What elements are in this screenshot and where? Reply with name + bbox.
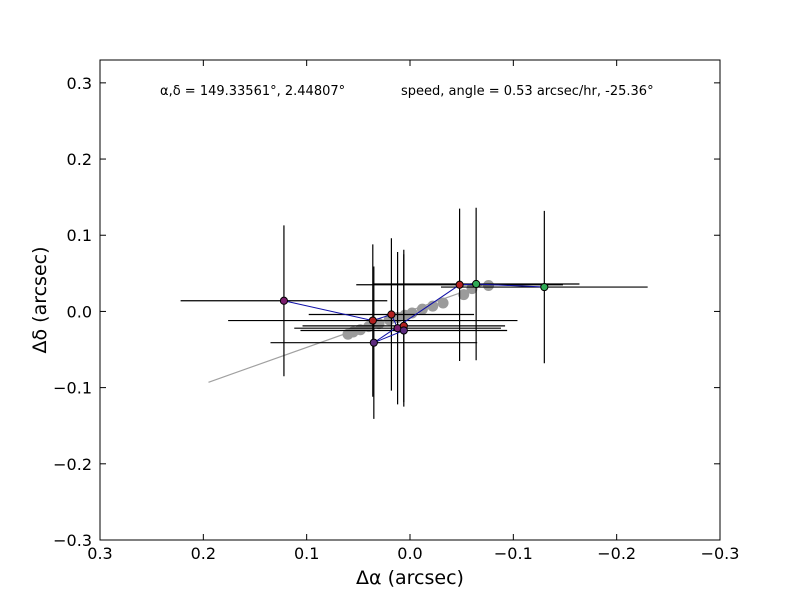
model-point [483,280,495,292]
plot-data-layer [180,207,648,419]
observation-point [472,279,481,289]
model-point [458,289,470,301]
y-tick-label: −0.2 [53,455,92,474]
observation-point [368,316,377,325]
observation-point [455,280,464,289]
model-point [427,300,439,312]
model-point [437,297,449,309]
model-point [354,324,366,336]
x-tick-label: −0.2 [597,544,636,563]
x-tick-label: −0.1 [494,544,533,563]
observation-point [540,282,549,292]
x-tick-label: 0.3 [87,544,112,563]
y-axis-label: Δδ (arcsec) [29,246,51,353]
y-tick-label: 0.0 [67,302,92,321]
y-tick-label: 0.1 [67,226,92,245]
observation-point [279,296,289,305]
y-tick-label: 0.3 [67,74,92,93]
y-tick-label: 0.2 [67,150,92,169]
x-tick-label: 0.0 [397,544,422,563]
x-tick-label: −0.3 [701,544,740,563]
annotation-speed-angle: speed, angle = 0.53 arcsec/hr, -25.36° [401,84,654,99]
observation-point [399,326,408,335]
observation-point [387,310,396,319]
axis-ticks-layer: 0.3 0.2 0.1 0.0 −0.1 −0.2 −0.3 −0.3 −0.2 −0.1 0.0 0… [53,60,739,563]
y-tick-label: −0.3 [53,531,92,550]
model-point [406,307,418,319]
observation-point [369,338,378,347]
y-tick-label: −0.1 [53,379,92,398]
x-axis-label: Δα (arcsec) [356,567,464,589]
annotation-coordinates: α,δ = 149.33561°, 2.44807° [160,84,345,99]
x-tick-label: 0.1 [294,544,319,563]
x-tick-label: 0.2 [191,544,216,563]
